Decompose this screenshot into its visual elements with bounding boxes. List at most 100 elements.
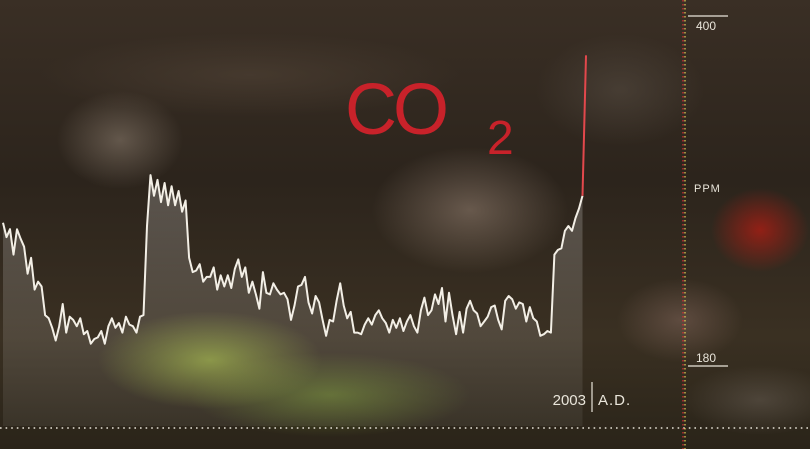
co2-data-point (231, 287, 232, 288)
co2-data-point (24, 246, 25, 247)
co2-data-point (368, 318, 369, 319)
co2-data-point (308, 302, 309, 303)
co2-data-point (340, 283, 341, 284)
co2-data-point (452, 315, 453, 316)
co2-data-point (73, 319, 74, 320)
co2-data-point (210, 276, 211, 277)
co2-data-point (420, 310, 421, 311)
co2-data-point (473, 310, 474, 311)
co2-data-point (498, 319, 499, 320)
co2-data-point (122, 332, 123, 333)
co2-data-point (540, 335, 541, 336)
y-unit-label: PPM (694, 183, 721, 195)
co2-data-point (48, 318, 49, 319)
co2-data-point (132, 326, 133, 327)
co2-data-point (66, 332, 67, 333)
co2-data-point (13, 254, 14, 255)
co2-data-point (241, 276, 242, 277)
co2-data-point (568, 225, 569, 226)
co2-data-point (290, 319, 291, 320)
co2-data-point (333, 321, 334, 322)
end-era-label: A.D. (598, 392, 631, 409)
co2-data-point (571, 230, 572, 231)
co2-data-point (146, 225, 147, 226)
co2-data-point (94, 338, 95, 339)
co2-data-point (196, 270, 197, 271)
co2-data-point (238, 259, 239, 260)
co2-data-point (143, 315, 144, 316)
co2-data-point (406, 321, 407, 322)
co2-data-point (252, 281, 253, 282)
co2-data-point (45, 315, 46, 316)
co2-data-point (255, 294, 256, 295)
co2-data-point (101, 330, 102, 331)
co2-modern-spike (581, 55, 587, 196)
end-year-label: 2003 (553, 392, 586, 409)
co2-data-point (41, 286, 42, 287)
co2-data-point (396, 327, 397, 328)
co2-data-point (399, 318, 400, 319)
co2-data-point (326, 335, 327, 336)
co2-data-point (543, 334, 544, 335)
co2-data-point (319, 302, 320, 303)
co2-data-point (312, 313, 313, 314)
co2-data-point (529, 307, 530, 308)
co2-data-point (477, 313, 478, 314)
co2-data-point (448, 292, 449, 293)
co2-data-point (182, 211, 183, 212)
co2-data-point (115, 327, 116, 328)
co2-data-point (90, 343, 91, 344)
co2-data-point (382, 318, 383, 319)
co2-data-point (515, 308, 516, 309)
co2-data-point (171, 186, 172, 187)
co2-data-point (438, 303, 439, 304)
co2-data-point (220, 275, 221, 276)
co2-data-point (487, 316, 488, 317)
co2-data-point (294, 305, 295, 306)
co2-data-point (118, 322, 119, 323)
co2-data-point (269, 294, 270, 295)
co2-data-point (59, 326, 60, 327)
co2-data-point (175, 205, 176, 206)
co2-data-point (392, 319, 393, 320)
co2-data-point (466, 308, 467, 309)
co2-data-point (491, 307, 492, 308)
co2-data-point (259, 308, 260, 309)
co2-data-point (287, 299, 288, 300)
co2-data-point (206, 276, 207, 277)
co2-data-point (554, 254, 555, 255)
co2-data-point (266, 292, 267, 293)
co2-data-point (561, 248, 562, 249)
co2-data-point (27, 273, 28, 274)
co2-data-point (417, 332, 418, 333)
co2-data-point (536, 321, 537, 322)
chart-title-subscript: 2 (487, 112, 514, 165)
co2-data-point (129, 324, 130, 325)
co2-data-point (262, 272, 263, 273)
co2-data-point (199, 264, 200, 265)
co2-data-point (283, 292, 284, 293)
co2-data-point (301, 284, 302, 285)
co2-area-fill (3, 175, 583, 426)
co2-data-point (280, 294, 281, 295)
co2-data-point (16, 229, 17, 230)
co2-data-point (178, 190, 179, 191)
co2-data-point (76, 326, 77, 327)
co2-data-point (410, 315, 411, 316)
co2-data-point (276, 289, 277, 290)
co2-data-point (6, 237, 7, 238)
co2-data-point (213, 267, 214, 268)
co2-data-point (69, 316, 70, 317)
co2-data-point (164, 182, 165, 183)
co2-data-point (248, 292, 249, 293)
co2-data-point (459, 311, 460, 312)
co2-data-point (273, 283, 274, 284)
co2-data-point (97, 337, 98, 338)
co2-data-point (108, 326, 109, 327)
co2-data-point (512, 299, 513, 300)
co2-data-point (125, 316, 126, 317)
co2-data-point (480, 326, 481, 327)
co2-data-point (31, 257, 32, 258)
co2-data-point (470, 300, 471, 301)
co2-data-point (192, 272, 193, 273)
